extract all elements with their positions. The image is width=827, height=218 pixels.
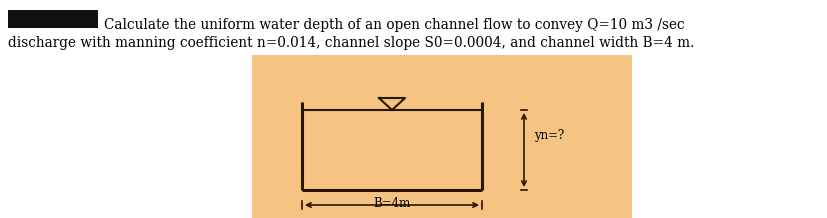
Text: Calculate the uniform water depth of an open channel flow to convey Q=10 m3 /sec: Calculate the uniform water depth of an … <box>104 18 684 32</box>
Text: discharge with manning coefficient n=0.014, channel slope S0=0.0004, and channel: discharge with manning coefficient n=0.0… <box>8 36 694 50</box>
Text: yn=?: yn=? <box>533 129 563 143</box>
Bar <box>251 55 631 218</box>
Bar <box>8 10 98 28</box>
Text: B=4m: B=4m <box>373 197 410 210</box>
